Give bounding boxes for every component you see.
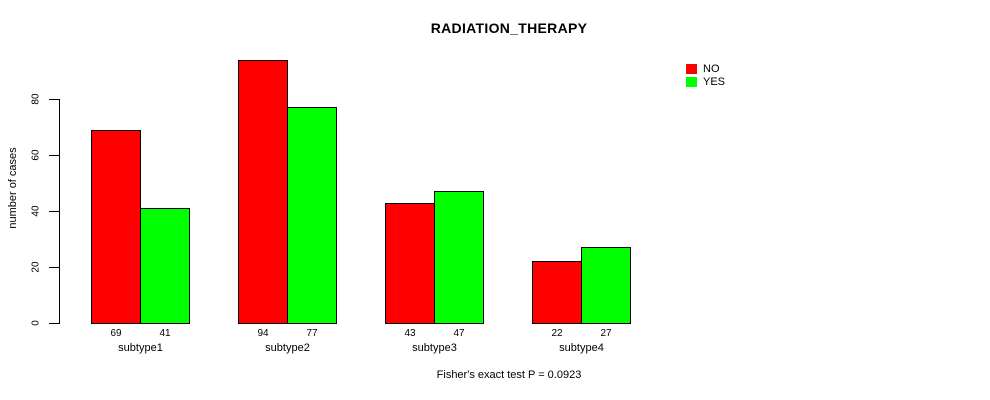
bar-value-label: 47 (453, 328, 465, 339)
legend-swatch-no (686, 63, 697, 74)
y-tick-label-text: 20 (30, 261, 42, 273)
bar-subtype1-no (91, 129, 141, 324)
y-tick-mark (49, 99, 59, 100)
legend: NO YES (686, 62, 725, 89)
legend-row-yes: YES (686, 76, 725, 90)
bar-value-label: 43 (404, 328, 416, 339)
bar-subtype2-no (238, 59, 288, 324)
y-tick-label-text: 40 (30, 205, 42, 217)
bar-value-label: 41 (159, 328, 171, 339)
legend-label: NO (703, 62, 720, 75)
bar-value-label: 27 (600, 328, 612, 339)
bar-subtype3-no (385, 202, 435, 324)
y-tick-label-text: 80 (30, 93, 42, 105)
bar-subtype3-yes (434, 191, 484, 324)
y-axis-line (59, 99, 60, 324)
legend-row-no: NO (686, 62, 725, 76)
stats-caption: Fisher's exact test P = 0.0923 (436, 369, 582, 381)
y-axis-label-text: number of cases (7, 147, 19, 229)
chart-title: RADIATION_THERAPY (430, 20, 588, 36)
y-tick-mark (49, 155, 59, 156)
bar-subtype2-yes (287, 107, 337, 324)
bar-value-label: 94 (257, 328, 269, 339)
y-tick-mark (49, 267, 59, 268)
y-tick-mark (49, 211, 59, 212)
category-label-subtype3: subtype3 (412, 342, 457, 354)
y-tick-mark (49, 323, 59, 324)
bar-subtype4-no (532, 261, 582, 324)
category-label-subtype1: subtype1 (118, 342, 163, 354)
y-tick-label-text: 60 (30, 149, 42, 161)
bar-value-label: 22 (551, 328, 563, 339)
y-tick-label-text: 0 (30, 320, 42, 326)
bar-value-label: 77 (306, 328, 318, 339)
bar-value-label: 69 (110, 328, 122, 339)
legend-label: YES (703, 76, 726, 89)
category-label-subtype4: subtype4 (559, 342, 604, 354)
legend-swatch-yes (686, 77, 697, 88)
bar-subtype1-yes (140, 208, 190, 324)
bar-subtype4-yes (581, 247, 631, 324)
category-label-subtype2: subtype2 (265, 342, 310, 354)
